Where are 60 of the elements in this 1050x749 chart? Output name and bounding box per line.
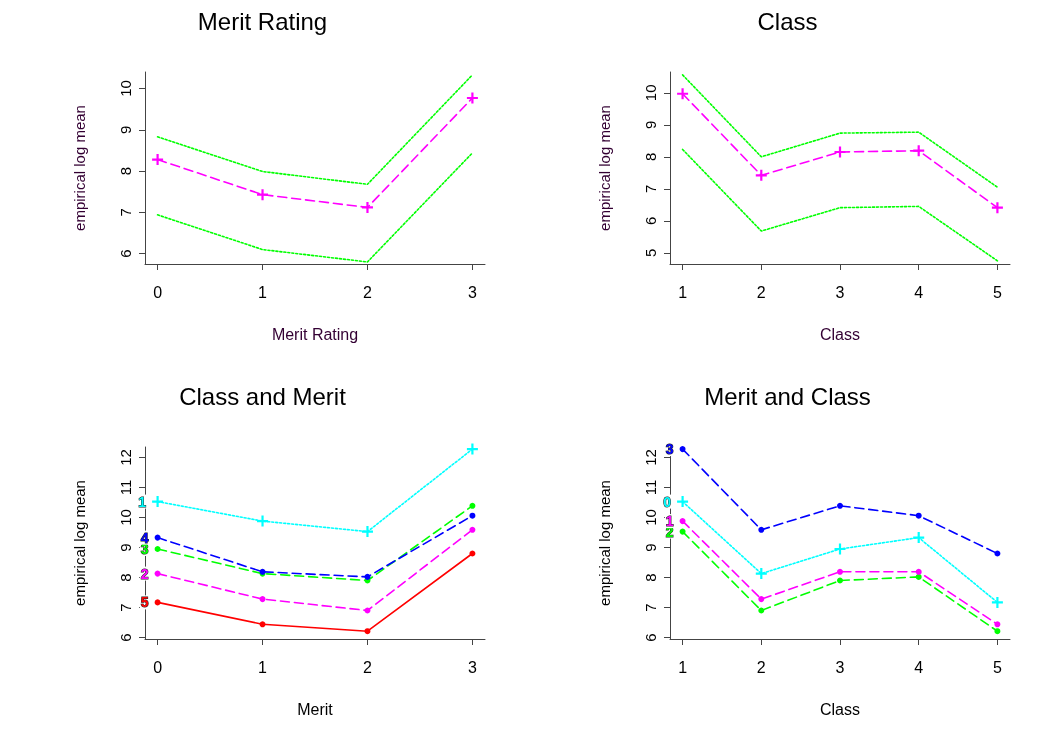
y-tick-label: 8 bbox=[642, 152, 659, 161]
y-tick-label: 10 bbox=[117, 80, 134, 97]
y-tick-label: 11 bbox=[117, 479, 134, 496]
y-tick-label: 6 bbox=[117, 249, 134, 258]
y-tick-label: 6 bbox=[117, 633, 134, 642]
y-axis-title: empirical log mean bbox=[596, 480, 613, 606]
x-tick-label: 1 bbox=[678, 283, 688, 301]
x-tick-label: 1 bbox=[258, 283, 268, 301]
y-tick-label: 10 bbox=[642, 84, 659, 102]
x-tick-label: 5 bbox=[992, 658, 1002, 676]
chart-title: Class and Merit bbox=[179, 382, 347, 410]
y-tick-label: 10 bbox=[117, 509, 134, 526]
x-axis-title: Class bbox=[819, 700, 861, 718]
y-tick-label: 9 bbox=[117, 125, 134, 134]
x-tick-label: 0 bbox=[153, 658, 163, 676]
y-tick-label: 6 bbox=[642, 216, 659, 225]
series-label: 5 bbox=[140, 594, 149, 611]
y-tick-label: 7 bbox=[117, 603, 134, 612]
x-tick-label: 2 bbox=[363, 283, 373, 301]
y-tick-label: 7 bbox=[642, 603, 659, 612]
x-tick-label: 2 bbox=[756, 283, 766, 301]
series-label: 3 bbox=[665, 441, 674, 458]
chart-title: Merit and Class bbox=[704, 382, 871, 410]
chart-title: Class bbox=[757, 7, 818, 35]
x-tick-label: 4 bbox=[914, 283, 924, 301]
x-tick-label: 4 bbox=[914, 658, 924, 676]
series-label: 2 bbox=[140, 565, 149, 582]
series-label: 1 bbox=[138, 493, 147, 510]
y-axis-title: empirical log mean bbox=[596, 105, 613, 231]
x-tick-label: 2 bbox=[756, 658, 766, 676]
x-tick-label: 3 bbox=[467, 283, 477, 301]
y-tick-label: 6 bbox=[642, 633, 659, 642]
y-tick-label: 7 bbox=[642, 184, 659, 193]
y-tick-label: 7 bbox=[117, 208, 134, 217]
x-axis-title: Merit Rating bbox=[271, 325, 359, 343]
y-tick-label: 9 bbox=[642, 543, 659, 552]
y-tick-label: 11 bbox=[642, 479, 659, 496]
y-tick-label: 9 bbox=[642, 120, 659, 129]
chart-title: Merit Rating bbox=[197, 7, 328, 35]
y-tick-label: 8 bbox=[117, 573, 134, 582]
x-tick-label: 3 bbox=[835, 658, 845, 676]
y-tick-label: 9 bbox=[117, 543, 134, 552]
x-tick-label: 0 bbox=[153, 283, 163, 301]
y-tick-label: 8 bbox=[642, 573, 659, 582]
series-label: 0 bbox=[663, 493, 672, 510]
x-tick-label: 1 bbox=[678, 658, 688, 676]
x-tick-label: 2 bbox=[363, 658, 373, 676]
y-tick-label: 5 bbox=[642, 248, 659, 257]
x-tick-label: 1 bbox=[258, 658, 268, 676]
y-axis-title: empirical log mean bbox=[71, 480, 88, 606]
x-tick-label: 3 bbox=[467, 658, 477, 676]
x-tick-label: 5 bbox=[992, 283, 1002, 301]
y-tick-label: 12 bbox=[642, 449, 659, 466]
x-axis-title: Merit bbox=[297, 700, 334, 718]
x-tick-label: 3 bbox=[835, 283, 845, 301]
y-axis-title: empirical log mean bbox=[71, 105, 88, 231]
x-axis-title: Class bbox=[819, 325, 861, 343]
y-tick-label: 12 bbox=[117, 449, 134, 466]
y-tick-label: 10 bbox=[642, 509, 659, 526]
y-tick-label: 8 bbox=[117, 166, 134, 176]
